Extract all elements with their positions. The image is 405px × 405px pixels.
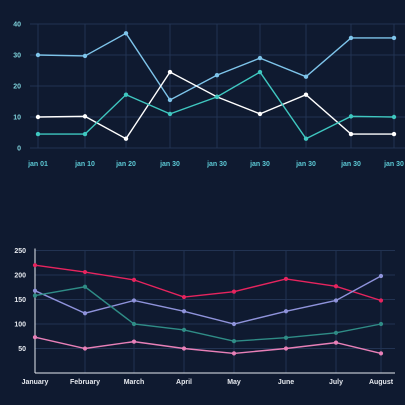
chart1-x-tick-label: jan 30	[295, 161, 316, 168]
chart2-y-tick-label: 250	[14, 248, 26, 255]
chart1-y-tick-label: 20	[13, 84, 21, 91]
chart2-series-2-point	[378, 273, 384, 279]
chart2-series-4-point	[32, 335, 38, 340]
chart1-series-1-point	[391, 35, 397, 41]
chart2-x-tick-label: April	[176, 379, 192, 386]
chart1-x-tick-label: jan 30	[383, 161, 404, 168]
chart1-series-2-point	[303, 92, 309, 97]
chart1-y-tick-label: 30	[13, 53, 21, 60]
chart2-series-2-point	[131, 298, 137, 303]
chart2-x-tick-label: July	[329, 379, 343, 386]
chart1-series-3-point	[123, 92, 129, 97]
chart1-series-1-point	[303, 74, 309, 79]
chart2-series-3-point	[32, 293, 38, 298]
chart2-series-1-point	[32, 263, 38, 268]
chart1-series-2-point	[123, 136, 129, 141]
chart1-x-tick-label: jan 30	[249, 161, 270, 168]
chart2-series-3-point	[181, 327, 187, 332]
chart1-series-1-point	[214, 72, 220, 78]
chart2-series-4-line	[34, 336, 382, 355]
chart2-series-4-point	[181, 346, 187, 351]
chart2-series-2-line	[34, 275, 382, 325]
chart2-series-3-line	[34, 286, 382, 342]
chart2-y-tick-label: 50	[18, 346, 26, 353]
chart1-series-1-point	[123, 31, 129, 36]
chart2-series-2-point	[283, 309, 289, 314]
chart2-series-2-point	[231, 321, 237, 327]
chart1-y-tick-label: 40	[13, 22, 21, 29]
chart2-x-tick-label: August	[369, 379, 394, 386]
chart2-series-2-point	[32, 288, 38, 293]
chart2-series-3-point	[131, 321, 137, 327]
chart2-series-2-point	[333, 298, 339, 303]
chart1-x-tick-label: jan 30	[159, 161, 180, 168]
chart2-series-3-point	[333, 330, 339, 335]
chart1-series-1-point	[257, 55, 263, 61]
chart2-series-4-point	[231, 351, 237, 356]
chart2-series-2-point	[82, 311, 88, 316]
chart1-series-2-point	[35, 114, 41, 120]
chart2-series-4-point	[131, 339, 137, 344]
chart2-series-1-point	[231, 289, 237, 294]
chart2-x-tick-label: June	[278, 379, 294, 386]
chart1-x-tick-label: jan 01	[27, 161, 48, 168]
chart2-series-4-point	[378, 351, 384, 356]
chart2-series-1-line	[34, 264, 382, 302]
chart2-series-4-point	[333, 340, 339, 345]
chart2-series-1-point	[283, 276, 289, 282]
chart1-series-1-line	[37, 32, 394, 101]
chart1-y-tick-label: 10	[13, 115, 21, 122]
chart2-series-3-point	[283, 335, 289, 340]
chart1-x-tick-label: jan 30	[206, 161, 227, 168]
chart1-series-2-point	[348, 131, 354, 137]
chart2-series-2-point	[181, 309, 187, 314]
chart1-series-3-point	[214, 94, 220, 100]
chart2-series-1-point	[333, 284, 339, 289]
chart2-series-1-point	[131, 277, 137, 282]
chart2-series-4-point	[82, 346, 88, 351]
chart1-series-3-line	[38, 71, 395, 140]
chart1-series-2-point	[257, 111, 263, 117]
chart2-x-tick-label: March	[124, 379, 145, 386]
chart1-series-1-point	[82, 53, 88, 59]
chart2-series-4-point	[283, 346, 289, 351]
chart1-series-3-point	[391, 114, 397, 120]
chart2-series-1-point	[82, 269, 88, 275]
chart1-series-1-point	[348, 35, 354, 41]
chart1-x-tick-label: jan 30	[340, 161, 361, 168]
chart1-series-3-point	[257, 69, 263, 75]
chart1-series-3-point	[82, 131, 88, 137]
chart1-series-3-point	[35, 131, 41, 137]
chart1-series-1-point	[167, 97, 173, 103]
chart1-series-1-point	[35, 52, 41, 58]
chart1-x-tick-label: jan 10	[74, 161, 95, 168]
chart2-series-3-point	[231, 339, 237, 344]
chart1-series-3-point	[303, 136, 309, 141]
chart2-x-tick-label: January	[22, 379, 49, 386]
chart2-series-1-point	[181, 294, 187, 300]
chart2-series-3-point	[82, 284, 88, 289]
chart1-series-3-point	[348, 114, 354, 119]
chart1-series-3-point	[167, 111, 173, 117]
chart2-x-tick-label: February	[70, 379, 100, 386]
chart2-y-tick-label: 150	[14, 297, 26, 304]
chart1-y-tick-label: 0	[17, 146, 21, 153]
chart1-series-2-point	[391, 131, 397, 137]
chart2-series-3-point	[378, 321, 384, 327]
chart2-y-tick-label: 200	[14, 273, 26, 280]
chart1-series-2-point	[167, 69, 173, 75]
chart2-y-tick-label: 100	[14, 322, 26, 329]
chart2-x-tick-label: May	[227, 379, 241, 386]
chart1-series-2-point	[82, 114, 88, 119]
chart2-series-1-point	[378, 298, 384, 303]
chart1-x-tick-label: jan 20	[115, 161, 136, 168]
